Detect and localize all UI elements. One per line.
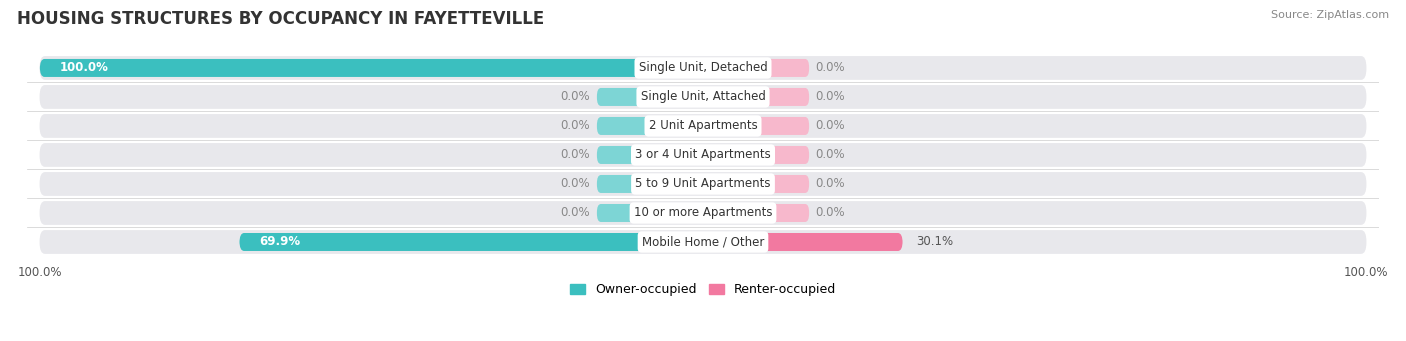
- FancyBboxPatch shape: [703, 233, 903, 251]
- FancyBboxPatch shape: [39, 56, 1367, 80]
- Text: 5 to 9 Unit Apartments: 5 to 9 Unit Apartments: [636, 177, 770, 191]
- Text: 0.0%: 0.0%: [815, 119, 845, 132]
- Text: 69.9%: 69.9%: [259, 236, 301, 249]
- FancyBboxPatch shape: [703, 59, 808, 77]
- Text: Single Unit, Attached: Single Unit, Attached: [641, 90, 765, 103]
- Text: HOUSING STRUCTURES BY OCCUPANCY IN FAYETTEVILLE: HOUSING STRUCTURES BY OCCUPANCY IN FAYET…: [17, 10, 544, 28]
- Legend: Owner-occupied, Renter-occupied: Owner-occupied, Renter-occupied: [565, 278, 841, 301]
- Text: 100.0%: 100.0%: [59, 61, 108, 74]
- Text: Single Unit, Detached: Single Unit, Detached: [638, 61, 768, 74]
- FancyBboxPatch shape: [598, 204, 703, 222]
- FancyBboxPatch shape: [39, 85, 1367, 109]
- Text: 0.0%: 0.0%: [815, 61, 845, 74]
- Text: 0.0%: 0.0%: [561, 148, 591, 162]
- FancyBboxPatch shape: [703, 175, 808, 193]
- Text: Mobile Home / Other: Mobile Home / Other: [641, 236, 765, 249]
- FancyBboxPatch shape: [703, 88, 808, 106]
- Text: 0.0%: 0.0%: [561, 207, 591, 220]
- Text: 0.0%: 0.0%: [815, 177, 845, 191]
- Text: 3 or 4 Unit Apartments: 3 or 4 Unit Apartments: [636, 148, 770, 162]
- FancyBboxPatch shape: [39, 230, 1367, 254]
- FancyBboxPatch shape: [239, 233, 703, 251]
- Text: 0.0%: 0.0%: [561, 177, 591, 191]
- Text: 0.0%: 0.0%: [815, 207, 845, 220]
- FancyBboxPatch shape: [39, 143, 1367, 167]
- FancyBboxPatch shape: [39, 59, 703, 77]
- Text: 2 Unit Apartments: 2 Unit Apartments: [648, 119, 758, 132]
- FancyBboxPatch shape: [598, 117, 703, 135]
- FancyBboxPatch shape: [598, 146, 703, 164]
- Text: 30.1%: 30.1%: [915, 236, 953, 249]
- FancyBboxPatch shape: [703, 117, 808, 135]
- Text: Source: ZipAtlas.com: Source: ZipAtlas.com: [1271, 10, 1389, 20]
- FancyBboxPatch shape: [39, 201, 1367, 225]
- FancyBboxPatch shape: [39, 172, 1367, 196]
- FancyBboxPatch shape: [598, 175, 703, 193]
- Text: 0.0%: 0.0%: [815, 90, 845, 103]
- FancyBboxPatch shape: [598, 88, 703, 106]
- FancyBboxPatch shape: [703, 204, 808, 222]
- FancyBboxPatch shape: [703, 146, 808, 164]
- FancyBboxPatch shape: [39, 114, 1367, 138]
- Text: 0.0%: 0.0%: [561, 119, 591, 132]
- Text: 10 or more Apartments: 10 or more Apartments: [634, 207, 772, 220]
- Text: 0.0%: 0.0%: [815, 148, 845, 162]
- Text: 0.0%: 0.0%: [561, 90, 591, 103]
